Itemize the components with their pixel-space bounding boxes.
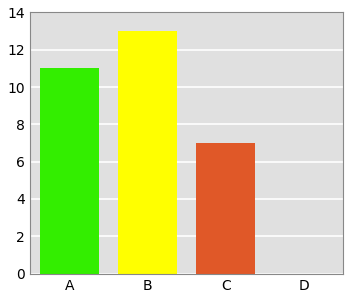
Bar (40, 68, 99, 274)
Bar (118, 31, 177, 274)
Bar (196, 143, 255, 274)
